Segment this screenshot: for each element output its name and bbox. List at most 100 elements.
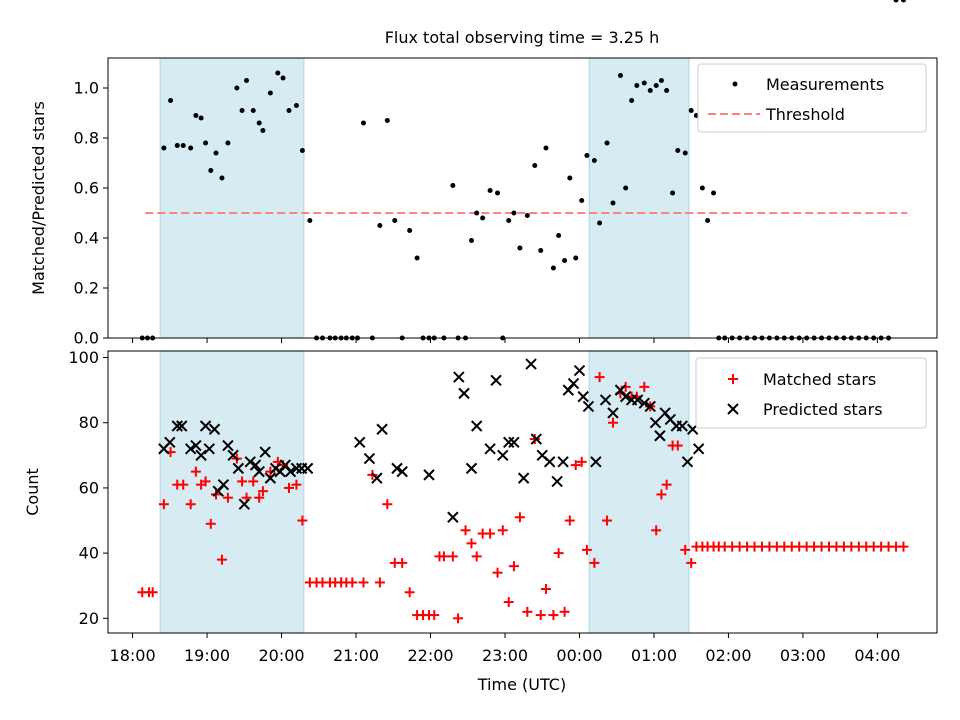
predicted-point bbox=[217, 478, 230, 491]
matched-point bbox=[185, 499, 196, 510]
measurement-point bbox=[480, 215, 486, 221]
measurement-point bbox=[711, 190, 717, 196]
matched-point bbox=[529, 434, 540, 445]
predicted-point bbox=[195, 449, 207, 462]
predicted-point bbox=[676, 420, 688, 432]
predicted-point bbox=[567, 377, 580, 390]
measurement-point bbox=[556, 233, 562, 238]
predicted-point bbox=[654, 430, 666, 442]
observing-interval bbox=[159, 57, 305, 339]
measurement-point bbox=[543, 145, 549, 151]
measurement-point bbox=[699, 185, 705, 191]
matched-point bbox=[607, 417, 618, 428]
matched-point bbox=[147, 587, 158, 598]
matched-point bbox=[216, 554, 227, 565]
bottom-frame bbox=[107, 350, 938, 634]
predicted-point bbox=[253, 465, 265, 478]
predicted-point bbox=[508, 436, 520, 448]
x-tick-label: 22:00 bbox=[407, 646, 453, 665]
predicted-point bbox=[238, 498, 251, 510]
measurement-point bbox=[900, 0, 906, 3]
predicted-point bbox=[681, 456, 694, 468]
y-tick-label: 0.2 bbox=[74, 279, 99, 298]
measurement-point bbox=[244, 78, 250, 83]
matched-point bbox=[485, 528, 496, 539]
y-tick-label: 40 bbox=[79, 544, 99, 563]
predicted-point bbox=[530, 433, 542, 445]
predicted-point bbox=[692, 443, 705, 455]
measurement-point bbox=[623, 185, 629, 191]
measurement-point bbox=[293, 103, 299, 108]
top-legend: Measurements Threshold bbox=[697, 63, 927, 133]
predicted-point bbox=[644, 400, 656, 413]
measurement-point bbox=[647, 88, 653, 93]
x-axis-label: Time (UTC) bbox=[477, 675, 566, 694]
matched-point bbox=[508, 561, 519, 572]
matched-point bbox=[205, 518, 216, 529]
predicted-point bbox=[458, 387, 470, 400]
matched-point bbox=[237, 476, 248, 487]
measurement-point bbox=[506, 218, 512, 223]
matched-point bbox=[589, 557, 600, 568]
measurement-point bbox=[511, 210, 517, 216]
measurement-point bbox=[198, 115, 204, 121]
measurement-point bbox=[392, 218, 398, 223]
x-tick-label: 20:00 bbox=[258, 646, 304, 665]
predicted-point bbox=[259, 446, 271, 458]
top-panel: 0.0 0.2 0.4 0.6 0.8 1.0 Matched/Predicted sta… bbox=[29, 0, 938, 348]
matched-point bbox=[438, 551, 449, 562]
measurement-point bbox=[705, 218, 711, 223]
measurement-point bbox=[275, 70, 281, 76]
measurement-point bbox=[161, 145, 167, 151]
bottom-legend: Matched stars Predicted stars bbox=[695, 357, 927, 429]
matched-point bbox=[200, 476, 211, 487]
matched-point bbox=[564, 515, 575, 526]
predicted-point bbox=[607, 407, 619, 419]
observing-interval bbox=[159, 350, 305, 634]
measurement-point bbox=[250, 108, 256, 113]
measurement-point bbox=[384, 118, 390, 123]
measurement-point bbox=[474, 210, 480, 216]
x-tick-label: 03:00 bbox=[780, 646, 826, 665]
predicted-point bbox=[284, 465, 297, 478]
matched-point bbox=[466, 538, 477, 549]
matched-point bbox=[576, 456, 587, 467]
predicted-point bbox=[232, 462, 245, 475]
legend-marker-predicted bbox=[727, 403, 739, 415]
predicted-point bbox=[244, 456, 256, 468]
measurement-point bbox=[280, 75, 286, 81]
matched-point bbox=[283, 482, 294, 493]
matched-point bbox=[254, 492, 265, 503]
predicted-point bbox=[497, 449, 509, 462]
predicted-point bbox=[490, 374, 502, 387]
x-tick-label: 04:00 bbox=[854, 646, 900, 665]
measurement-point bbox=[256, 120, 262, 126]
measurement-point bbox=[468, 238, 474, 243]
measurement-point bbox=[495, 190, 501, 196]
top-ylabel: Matched/Predicted stars bbox=[29, 101, 48, 295]
measurement-point bbox=[524, 213, 530, 218]
measurement-point bbox=[517, 245, 523, 251]
measurement-point bbox=[584, 153, 590, 158]
matched-point bbox=[639, 381, 650, 392]
measurement-point bbox=[893, 0, 899, 3]
measurement-point bbox=[670, 190, 676, 196]
matched-point bbox=[594, 372, 605, 383]
measurement-point bbox=[573, 255, 579, 261]
legend-label-threshold: Threshold bbox=[765, 105, 845, 124]
predicted-point bbox=[517, 472, 530, 484]
matched-point bbox=[404, 587, 415, 598]
measurement-point bbox=[688, 108, 694, 113]
matched-point bbox=[548, 610, 559, 621]
matched-point bbox=[291, 479, 302, 490]
y-tick-label: 80 bbox=[79, 413, 99, 432]
predicted-point bbox=[190, 439, 202, 452]
bottom-ylabel: Count bbox=[23, 468, 42, 516]
measurement-point bbox=[629, 98, 635, 103]
predicted-point bbox=[396, 465, 408, 478]
measurement-point bbox=[634, 83, 640, 88]
measurement-point bbox=[260, 128, 266, 133]
measurement-point bbox=[487, 188, 493, 193]
measurement-point bbox=[653, 83, 659, 88]
